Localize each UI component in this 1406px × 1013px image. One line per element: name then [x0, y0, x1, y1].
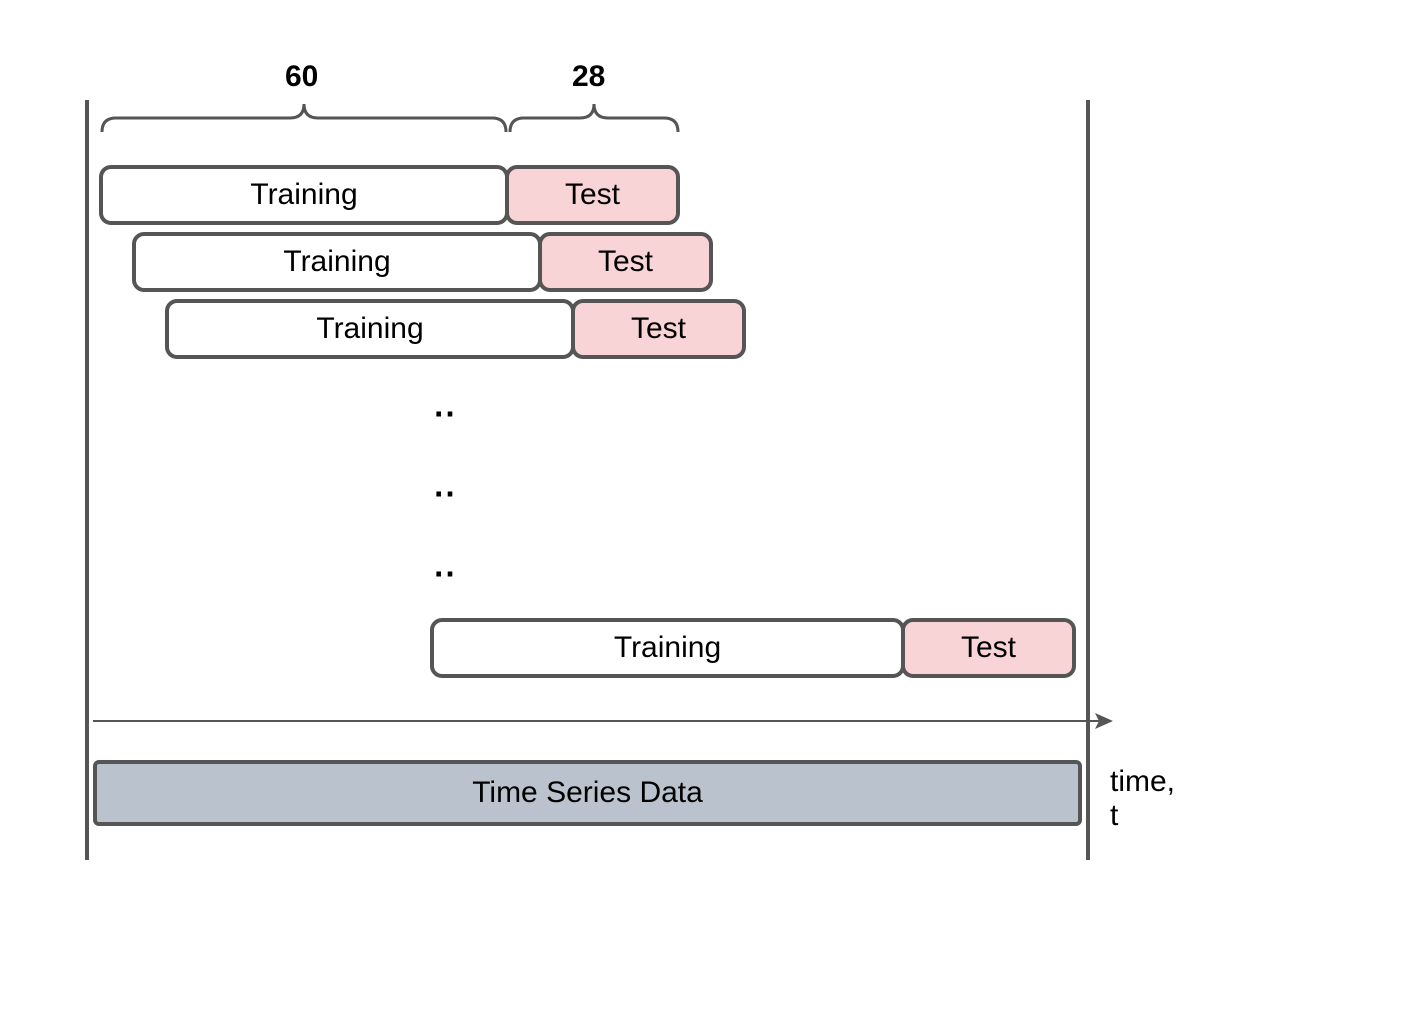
ellipsis-3: ‥ — [433, 545, 456, 585]
split-row-1: Training Test — [99, 165, 680, 225]
split-row-3: Training Test — [165, 299, 746, 359]
time-axis — [93, 720, 1100, 722]
split-row-2: Training Test — [132, 232, 713, 292]
test-segment: Test — [901, 618, 1076, 678]
ellipsis-2: ‥ — [433, 465, 456, 505]
training-segment: Training — [132, 232, 542, 292]
test-segment: Test — [571, 299, 746, 359]
training-segment: Training — [165, 299, 575, 359]
brace-label-test: 28 — [572, 60, 605, 94]
training-segment: Training — [99, 165, 509, 225]
brace-label-train: 60 — [285, 60, 318, 94]
axis-label: time, t — [1110, 765, 1175, 833]
arrow-head-icon — [1095, 711, 1115, 731]
timeseries-data-bar: Time Series Data — [93, 760, 1082, 826]
test-segment: Test — [505, 165, 680, 225]
split-row-last: Training Test — [430, 618, 1076, 678]
ellipsis-1: ‥ — [433, 385, 456, 425]
training-segment: Training — [430, 618, 905, 678]
test-segment: Test — [538, 232, 713, 292]
